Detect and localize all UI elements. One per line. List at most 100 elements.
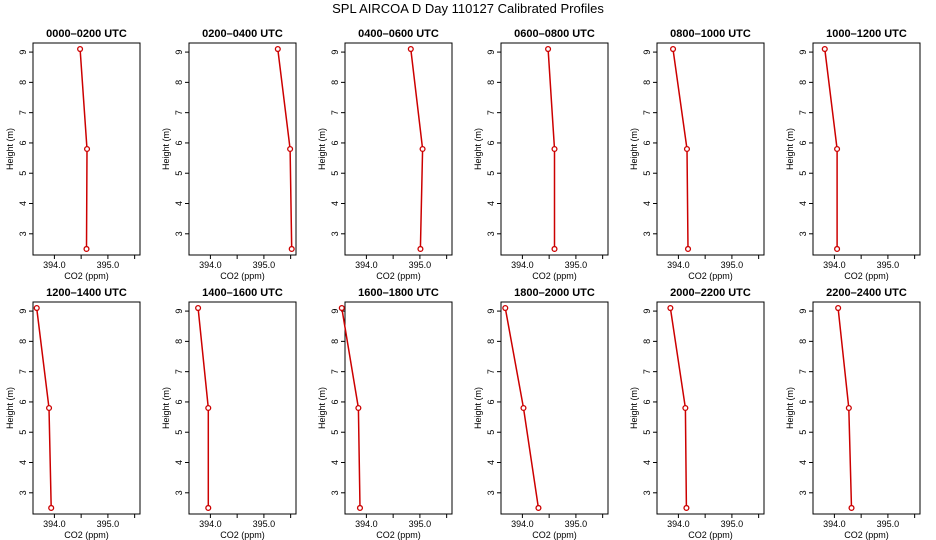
y-axis-label: Height (m): [473, 128, 483, 170]
y-tick-label: 9: [486, 50, 496, 55]
profile-point: [502, 305, 509, 312]
y-tick-label: 3: [174, 490, 184, 495]
panel-title: 1600–1800 UTC: [358, 287, 439, 299]
x-tick-label: 394.0: [199, 260, 222, 270]
y-axis-label: Height (m): [629, 387, 639, 429]
x-tick-label: 394.0: [355, 260, 378, 270]
x-axis-label: CO2 (ppm): [844, 530, 889, 540]
y-tick-label: 7: [798, 110, 808, 115]
y-tick-label: 4: [642, 460, 652, 465]
y-tick-label: 3: [486, 231, 496, 236]
y-tick-label: 7: [330, 369, 340, 374]
x-tick-label: 394.0: [199, 519, 222, 529]
profile-point: [667, 305, 674, 312]
y-tick-label: 8: [642, 339, 652, 344]
profile-point: [419, 145, 426, 153]
y-tick-label: 8: [174, 80, 184, 85]
y-tick-label: 8: [18, 339, 28, 344]
plot-frame: [656, 301, 765, 515]
y-tick-label: 7: [18, 369, 28, 374]
y-tick-label: 6: [486, 140, 496, 145]
y-tick-label: 9: [330, 309, 340, 314]
y-tick-label: 7: [18, 110, 28, 115]
profile-panel: 2000–2200 UTC 394.0 395.0 3 4 5 6 7 8 9 CO2 (ppm) H…: [629, 287, 765, 540]
y-tick-label: 3: [642, 490, 652, 495]
x-tick-label: 395.0: [565, 519, 588, 529]
y-tick-label: 4: [642, 201, 652, 206]
y-tick-label: 9: [798, 50, 808, 55]
x-axis-label: CO2 (ppm): [64, 530, 109, 540]
y-tick-label: 8: [486, 339, 496, 344]
y-tick-label: 4: [798, 460, 808, 465]
profile-point: [83, 145, 91, 153]
profile-point: [520, 404, 527, 412]
plot-frame: [344, 42, 453, 256]
y-axis-label: Height (m): [785, 128, 795, 170]
profile-point: [848, 504, 855, 511]
profile-point: [287, 145, 294, 153]
y-tick-label: 3: [18, 490, 28, 495]
x-axis-label: CO2 (ppm): [532, 271, 577, 281]
y-tick-label: 3: [174, 231, 184, 236]
y-axis-label: Height (m): [785, 387, 795, 429]
x-axis-label: CO2 (ppm): [376, 530, 421, 540]
panel-title: 0000–0200 UTC: [46, 28, 127, 40]
profile-point: [83, 245, 90, 252]
y-tick-label: 8: [330, 339, 340, 344]
y-tick-label: 6: [174, 140, 184, 145]
y-axis-label: Height (m): [629, 128, 639, 170]
x-tick-label: 395.0: [565, 260, 588, 270]
x-axis-label: CO2 (ppm): [376, 271, 421, 281]
y-tick-label: 4: [330, 201, 340, 206]
y-tick-label: 8: [18, 80, 28, 85]
y-tick-label: 7: [174, 369, 184, 374]
profile-point: [48, 504, 55, 511]
y-tick-label: 9: [18, 309, 28, 314]
x-tick-label: 394.0: [667, 519, 690, 529]
x-tick-label: 395.0: [97, 519, 120, 529]
y-tick-label: 8: [330, 80, 340, 85]
x-tick-label: 394.0: [355, 519, 378, 529]
y-tick-label: 8: [798, 339, 808, 344]
y-tick-label: 9: [486, 309, 496, 314]
x-tick-label: 394.0: [667, 260, 690, 270]
profile-point: [551, 245, 558, 252]
y-tick-label: 6: [798, 140, 808, 145]
x-tick-label: 395.0: [253, 519, 276, 529]
profile-point: [682, 404, 689, 412]
panel-title: 2000–2200 UTC: [670, 287, 751, 299]
y-tick-label: 6: [642, 399, 652, 404]
y-tick-label: 9: [18, 50, 28, 55]
y-tick-label: 4: [174, 460, 184, 465]
plot-frame: [812, 301, 921, 515]
panel-title: 2200–2400 UTC: [826, 287, 907, 299]
y-tick-label: 6: [330, 140, 340, 145]
y-axis-label: Height (m): [161, 128, 171, 170]
x-tick-label: 394.0: [511, 519, 534, 529]
y-tick-label: 4: [486, 460, 496, 465]
panel-title: 0200–0400 UTC: [202, 28, 283, 40]
y-tick-label: 6: [798, 399, 808, 404]
y-tick-label: 4: [18, 460, 28, 465]
y-tick-label: 3: [798, 490, 808, 495]
panel-title: 1000–1200 UTC: [826, 28, 907, 40]
y-tick-label: 6: [486, 399, 496, 404]
y-axis-label: Height (m): [161, 387, 171, 429]
y-tick-label: 8: [642, 80, 652, 85]
y-tick-label: 5: [330, 171, 340, 176]
y-tick-label: 5: [174, 171, 184, 176]
x-tick-label: 395.0: [877, 519, 900, 529]
x-tick-label: 395.0: [409, 519, 432, 529]
x-tick-label: 394.0: [511, 260, 534, 270]
y-tick-label: 4: [798, 201, 808, 206]
y-tick-label: 7: [174, 110, 184, 115]
y-tick-label: 6: [642, 140, 652, 145]
profile-point: [205, 404, 212, 412]
y-tick-label: 7: [642, 110, 652, 115]
panel-title: 0600–0800 UTC: [514, 28, 595, 40]
y-axis-label: Height (m): [473, 387, 483, 429]
panel-title: 1400–1600 UTC: [202, 287, 283, 299]
plot-frame: [32, 301, 141, 515]
plot-frame: [188, 42, 297, 256]
profile-point: [545, 46, 552, 53]
